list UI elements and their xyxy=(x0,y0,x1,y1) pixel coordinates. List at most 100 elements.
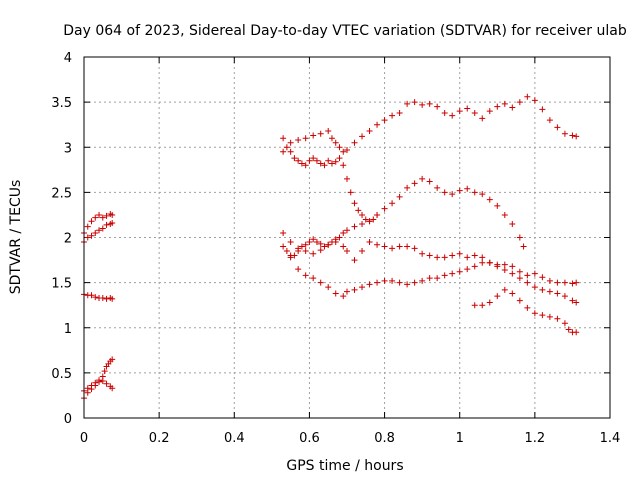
data-point xyxy=(494,263,501,270)
data-point xyxy=(381,117,388,124)
data-point xyxy=(449,270,456,277)
data-point xyxy=(426,252,433,259)
data-point xyxy=(573,299,580,306)
data-point xyxy=(359,284,366,291)
data-point xyxy=(531,97,538,104)
data-point xyxy=(441,254,448,261)
data-point xyxy=(321,162,328,169)
data-point xyxy=(396,193,403,200)
y-tick-label: 3 xyxy=(64,141,72,156)
data-point xyxy=(520,243,527,250)
data-point xyxy=(325,128,332,135)
data-point xyxy=(381,277,388,284)
data-point xyxy=(84,223,91,230)
data-point xyxy=(516,99,523,106)
data-point xyxy=(419,175,426,182)
data-point xyxy=(84,234,91,241)
data-point xyxy=(366,218,373,225)
data-point xyxy=(573,329,580,336)
data-point xyxy=(434,275,441,282)
data-point xyxy=(509,263,516,270)
data-point xyxy=(317,240,324,247)
data-point xyxy=(351,200,358,207)
data-point xyxy=(501,100,508,107)
data-point xyxy=(103,380,110,387)
data-point xyxy=(310,250,317,257)
data-point xyxy=(404,184,411,191)
data-point xyxy=(302,162,309,169)
x-tick-label: 1 xyxy=(456,431,464,446)
data-point xyxy=(99,294,106,301)
series-s6 xyxy=(280,93,580,155)
data-point xyxy=(92,214,99,221)
data-point xyxy=(347,189,354,196)
data-point xyxy=(554,315,561,322)
data-point xyxy=(291,155,298,162)
data-point xyxy=(516,268,523,275)
data-point xyxy=(96,377,103,384)
data-point xyxy=(325,241,332,248)
data-point xyxy=(381,205,388,212)
data-point xyxy=(471,263,478,270)
data-point xyxy=(389,200,396,207)
data-point xyxy=(287,139,294,146)
y-tick-label: 0 xyxy=(64,412,72,427)
data-point xyxy=(328,135,335,142)
data-point xyxy=(486,259,493,266)
data-point xyxy=(434,103,441,110)
data-point xyxy=(88,382,95,389)
x-tick-label: 1.2 xyxy=(525,431,546,446)
data-point xyxy=(96,227,103,234)
x-tick-label: 1.4 xyxy=(600,431,621,446)
data-point xyxy=(366,281,373,288)
data-point xyxy=(501,261,508,268)
data-point xyxy=(99,214,106,221)
data-point xyxy=(554,290,561,297)
data-point xyxy=(280,135,287,142)
data-point xyxy=(573,133,580,140)
data-point xyxy=(109,211,116,218)
data-point xyxy=(88,292,95,299)
data-point xyxy=(546,288,553,295)
data-point xyxy=(374,241,381,248)
data-point xyxy=(561,293,568,300)
data-point xyxy=(426,275,433,282)
data-point xyxy=(359,248,366,255)
y-tick-label: 0.5 xyxy=(51,367,72,382)
data-point xyxy=(340,243,347,250)
series-s11 xyxy=(471,286,580,336)
data-point xyxy=(336,234,343,241)
data-point xyxy=(362,216,369,223)
data-point xyxy=(569,280,576,287)
data-point xyxy=(524,279,531,286)
data-point xyxy=(561,279,568,286)
data-point xyxy=(310,236,317,243)
data-point xyxy=(411,99,418,106)
data-point xyxy=(328,160,335,167)
data-point xyxy=(449,252,456,259)
data-point xyxy=(539,274,546,281)
data-point xyxy=(396,109,403,116)
x-tick-label: 0 xyxy=(80,431,88,446)
data-point xyxy=(479,259,486,266)
data-point xyxy=(464,254,471,261)
data-point xyxy=(344,227,350,234)
y-tick-label: 2.5 xyxy=(51,186,72,201)
data-point xyxy=(426,178,433,185)
data-point xyxy=(310,155,317,162)
data-point xyxy=(389,112,396,119)
data-marks xyxy=(81,93,580,402)
data-point xyxy=(302,241,309,248)
data-point xyxy=(389,245,396,252)
data-point xyxy=(426,100,433,107)
data-point xyxy=(336,155,343,162)
data-point xyxy=(340,229,347,236)
data-point xyxy=(546,117,553,124)
tick-layer: 0 0.2 0.4 0.6 0.8 1 1.2 1.4 0 0.5 1 1.5 2 2.5 3 3.5 4 xyxy=(51,51,620,446)
data-point xyxy=(509,270,516,277)
data-point xyxy=(464,266,471,273)
x-tick-label: 0.8 xyxy=(374,431,395,446)
data-point xyxy=(501,286,508,293)
data-point xyxy=(456,250,463,257)
data-point xyxy=(509,220,516,227)
